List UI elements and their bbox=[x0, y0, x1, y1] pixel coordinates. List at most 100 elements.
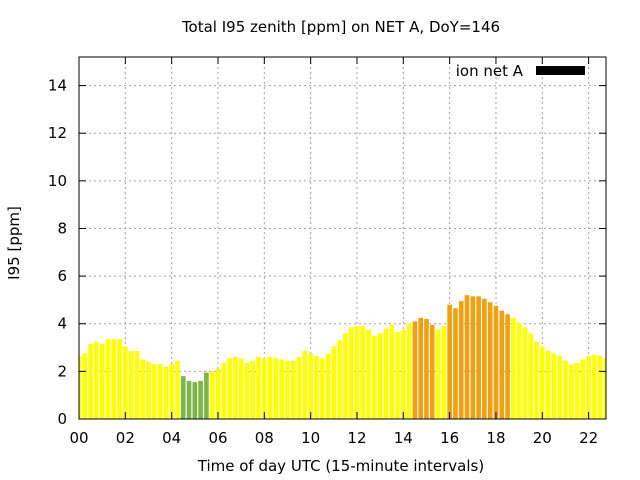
bar bbox=[79, 355, 82, 419]
bar bbox=[273, 358, 279, 419]
bar bbox=[400, 329, 406, 419]
bar bbox=[574, 363, 580, 419]
bar bbox=[117, 339, 122, 419]
bar bbox=[522, 327, 528, 419]
bar bbox=[343, 333, 348, 419]
bar bbox=[262, 358, 267, 419]
x-tick-label: 04 bbox=[162, 429, 181, 447]
x-tick-label: 16 bbox=[440, 429, 459, 447]
bar bbox=[88, 343, 93, 419]
bar bbox=[296, 357, 302, 419]
bar bbox=[163, 366, 169, 419]
bar bbox=[256, 357, 261, 419]
y-tick-label: 6 bbox=[57, 267, 67, 285]
bar bbox=[441, 326, 447, 419]
bar bbox=[418, 317, 423, 419]
bar bbox=[267, 357, 273, 419]
x-axis-label: Time of day UTC (15-minute intervals) bbox=[197, 457, 484, 475]
bar bbox=[487, 302, 493, 419]
bar bbox=[563, 360, 568, 419]
bar bbox=[377, 333, 383, 419]
x-tick-label: 12 bbox=[347, 429, 366, 447]
bar bbox=[111, 339, 117, 419]
bar bbox=[516, 322, 522, 419]
bar bbox=[424, 318, 429, 419]
y-tick-label: 8 bbox=[57, 219, 67, 237]
bar bbox=[175, 360, 180, 419]
bar bbox=[592, 354, 597, 419]
x-tick-label: 18 bbox=[486, 429, 505, 447]
bar bbox=[395, 332, 400, 419]
bar bbox=[331, 346, 337, 419]
bar bbox=[551, 353, 557, 419]
x-tick-label: 02 bbox=[116, 429, 135, 447]
x-tick-label: 22 bbox=[579, 429, 598, 447]
bar bbox=[302, 351, 308, 419]
bar bbox=[204, 372, 209, 419]
bar bbox=[250, 360, 256, 419]
bar bbox=[221, 363, 227, 419]
bar bbox=[140, 359, 146, 419]
bar bbox=[186, 380, 192, 419]
bar bbox=[476, 296, 481, 419]
x-tick-label: 06 bbox=[208, 429, 227, 447]
y-tick-label: 12 bbox=[48, 124, 67, 142]
bar bbox=[314, 355, 319, 419]
y-axis-label: I95 [ppm] bbox=[5, 206, 23, 280]
bar bbox=[233, 357, 238, 419]
bar bbox=[545, 351, 551, 419]
bar bbox=[82, 353, 88, 419]
plot-frame bbox=[78, 56, 607, 420]
legend-swatch bbox=[536, 66, 585, 75]
y-tick-label: 4 bbox=[57, 315, 67, 333]
bar bbox=[192, 382, 198, 419]
bar bbox=[325, 353, 331, 419]
y-tick-label: 2 bbox=[57, 362, 67, 380]
bar bbox=[557, 355, 562, 419]
bar bbox=[290, 360, 296, 419]
legend-label: ion net A bbox=[456, 62, 524, 80]
y-tick-label: 0 bbox=[57, 410, 67, 428]
chart-title: Total I95 zenith [ppm] on NET A, DoY=146 bbox=[181, 18, 500, 36]
bar bbox=[151, 364, 157, 419]
bar bbox=[308, 353, 313, 419]
bar bbox=[123, 346, 128, 419]
bar bbox=[157, 364, 163, 419]
bar bbox=[447, 304, 452, 419]
bar bbox=[279, 359, 285, 419]
bar bbox=[603, 358, 606, 419]
bar bbox=[539, 346, 545, 419]
bar bbox=[99, 343, 105, 419]
bar bbox=[597, 355, 603, 419]
bar bbox=[499, 310, 505, 419]
bar bbox=[406, 323, 412, 419]
legend: ion net A bbox=[456, 62, 585, 80]
bar bbox=[372, 335, 377, 419]
bar bbox=[580, 359, 586, 419]
bar bbox=[389, 324, 395, 419]
bar bbox=[534, 341, 539, 419]
x-tick-label: 10 bbox=[301, 429, 320, 447]
x-tick-label: 00 bbox=[69, 429, 88, 447]
bar bbox=[238, 358, 244, 419]
bar bbox=[482, 298, 487, 419]
bar bbox=[568, 364, 574, 419]
bars bbox=[79, 295, 606, 419]
x-tick-label: 14 bbox=[394, 429, 413, 447]
bar bbox=[458, 301, 464, 419]
bar bbox=[470, 296, 476, 419]
bar bbox=[285, 360, 290, 419]
bar bbox=[146, 361, 151, 419]
y-tick-label: 10 bbox=[48, 172, 67, 190]
bar bbox=[198, 380, 203, 419]
bar bbox=[366, 329, 371, 419]
bar bbox=[360, 326, 366, 419]
bar bbox=[134, 351, 140, 419]
bar bbox=[169, 364, 174, 419]
bar bbox=[209, 371, 215, 419]
bar bbox=[180, 376, 186, 419]
bar bbox=[337, 340, 342, 419]
bar bbox=[94, 341, 99, 419]
bar bbox=[319, 358, 325, 419]
